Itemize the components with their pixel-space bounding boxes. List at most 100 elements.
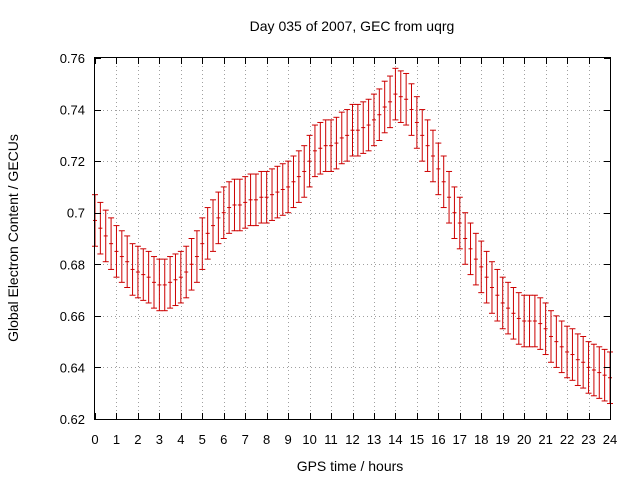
error-bar-point bbox=[220, 186, 227, 239]
tick-layer: 0.620.640.660.680.70.720.740.760 1 2 3 4 5 6 7 8… bbox=[60, 51, 618, 447]
error-bar-point bbox=[118, 230, 125, 283]
error-bar-point bbox=[531, 294, 538, 348]
error-bar-point bbox=[370, 93, 377, 147]
error-bar-point bbox=[279, 163, 286, 216]
error-bar-point bbox=[569, 328, 576, 381]
error-bar-point bbox=[462, 212, 469, 265]
error-bar-point bbox=[210, 199, 217, 252]
error-bar-point bbox=[499, 276, 506, 330]
error-bar-point bbox=[129, 243, 136, 296]
error-bar-point bbox=[204, 207, 211, 260]
x-axis-label: GPS time / hours bbox=[297, 458, 404, 474]
error-bar-point bbox=[183, 245, 190, 299]
error-bar-point bbox=[590, 343, 597, 397]
error-bar-point bbox=[381, 80, 388, 134]
error-bar-point bbox=[456, 196, 463, 250]
error-bar-point bbox=[440, 155, 447, 209]
error-bar-point bbox=[558, 320, 565, 374]
error-bar-point bbox=[188, 238, 195, 291]
x-tick-label: 10 bbox=[302, 432, 316, 447]
x-tick-label: 8 bbox=[263, 432, 270, 447]
x-tick-label: 16 bbox=[431, 432, 445, 447]
x-tick-label: 9 bbox=[285, 432, 292, 447]
x-tick-label: 1 bbox=[113, 432, 120, 447]
x-tick-label: 20 bbox=[517, 432, 531, 447]
error-bar-point bbox=[553, 315, 560, 368]
x-tick-label: 5 bbox=[199, 432, 206, 447]
y-tick-label: 0.76 bbox=[60, 51, 85, 66]
y-tick-label: 0.64 bbox=[60, 360, 85, 375]
error-bar-point bbox=[397, 70, 404, 123]
error-bar-point bbox=[193, 230, 200, 283]
x-tick-label: 11 bbox=[324, 432, 338, 447]
x-tick-label: 2 bbox=[134, 432, 141, 447]
error-bar-point bbox=[258, 170, 265, 224]
error-bar-point bbox=[344, 109, 351, 162]
error-bar-point bbox=[429, 129, 436, 183]
error-bar-point bbox=[574, 333, 581, 386]
error-bar-point bbox=[601, 348, 608, 402]
x-tick-label: 21 bbox=[538, 432, 552, 447]
error-bar-point bbox=[167, 256, 174, 309]
error-bar-point bbox=[124, 235, 131, 288]
error-bar-point bbox=[285, 160, 292, 214]
y-tick-label: 0.62 bbox=[60, 412, 85, 427]
error-bar-point bbox=[564, 325, 571, 379]
error-bar-point bbox=[596, 346, 603, 399]
error-bar-point bbox=[403, 72, 410, 126]
error-bar-point bbox=[467, 222, 474, 276]
error-bar-point bbox=[306, 134, 313, 188]
error-bar-point bbox=[177, 250, 184, 304]
error-bar-point bbox=[113, 225, 120, 278]
error-bar-point bbox=[365, 98, 372, 152]
error-bar-point bbox=[102, 209, 109, 263]
error-bar-point bbox=[537, 297, 544, 350]
error-bar-point bbox=[376, 88, 383, 142]
error-bar-point bbox=[419, 109, 426, 162]
error-bar-point bbox=[354, 103, 361, 157]
error-bar-point bbox=[451, 186, 458, 239]
error-bar-point bbox=[236, 178, 243, 232]
error-bar-point bbox=[585, 341, 592, 394]
error-bar-point bbox=[360, 101, 367, 154]
error-bar-point bbox=[274, 165, 281, 219]
error-bar-point bbox=[526, 294, 533, 348]
x-tick-label: 15 bbox=[410, 432, 424, 447]
error-bar-point bbox=[247, 173, 254, 227]
error-bar-point bbox=[301, 145, 308, 198]
x-tick-label: 4 bbox=[177, 432, 184, 447]
error-bar-point bbox=[156, 258, 163, 312]
error-bar-point bbox=[231, 178, 238, 232]
x-tick-label: 23 bbox=[581, 432, 595, 447]
error-bar-point bbox=[349, 103, 356, 157]
error-bar-point bbox=[328, 119, 335, 172]
error-bar-point bbox=[97, 201, 104, 255]
y-tick-label: 0.72 bbox=[60, 154, 85, 169]
error-bar-point bbox=[242, 176, 249, 229]
x-tick-label: 14 bbox=[388, 432, 402, 447]
error-bar-point bbox=[311, 124, 318, 178]
error-bar-point bbox=[161, 258, 168, 312]
error-bar-point bbox=[134, 245, 141, 299]
chart-title: Day 035 of 2007, GEC from uqrg bbox=[250, 18, 455, 34]
error-bar-point bbox=[542, 302, 549, 356]
x-tick-label: 22 bbox=[560, 432, 574, 447]
error-bar-point bbox=[199, 217, 206, 270]
error-bar-point bbox=[226, 181, 233, 234]
error-bar-point bbox=[408, 83, 415, 136]
error-bar-point bbox=[392, 67, 399, 121]
error-bar-point bbox=[387, 75, 394, 129]
error-bar-point bbox=[510, 286, 517, 340]
error-bar-point bbox=[215, 191, 222, 245]
error-bar-point bbox=[322, 119, 329, 172]
x-tick-label: 24 bbox=[603, 432, 617, 447]
error-bar-point bbox=[252, 173, 259, 227]
x-tick-label: 17 bbox=[453, 432, 467, 447]
y-tick-label: 0.7 bbox=[67, 206, 85, 221]
x-tick-label: 19 bbox=[495, 432, 509, 447]
error-bar-point bbox=[108, 217, 115, 270]
error-bar-point bbox=[269, 168, 276, 221]
x-tick-label: 7 bbox=[242, 432, 249, 447]
error-bar-point bbox=[515, 292, 522, 345]
